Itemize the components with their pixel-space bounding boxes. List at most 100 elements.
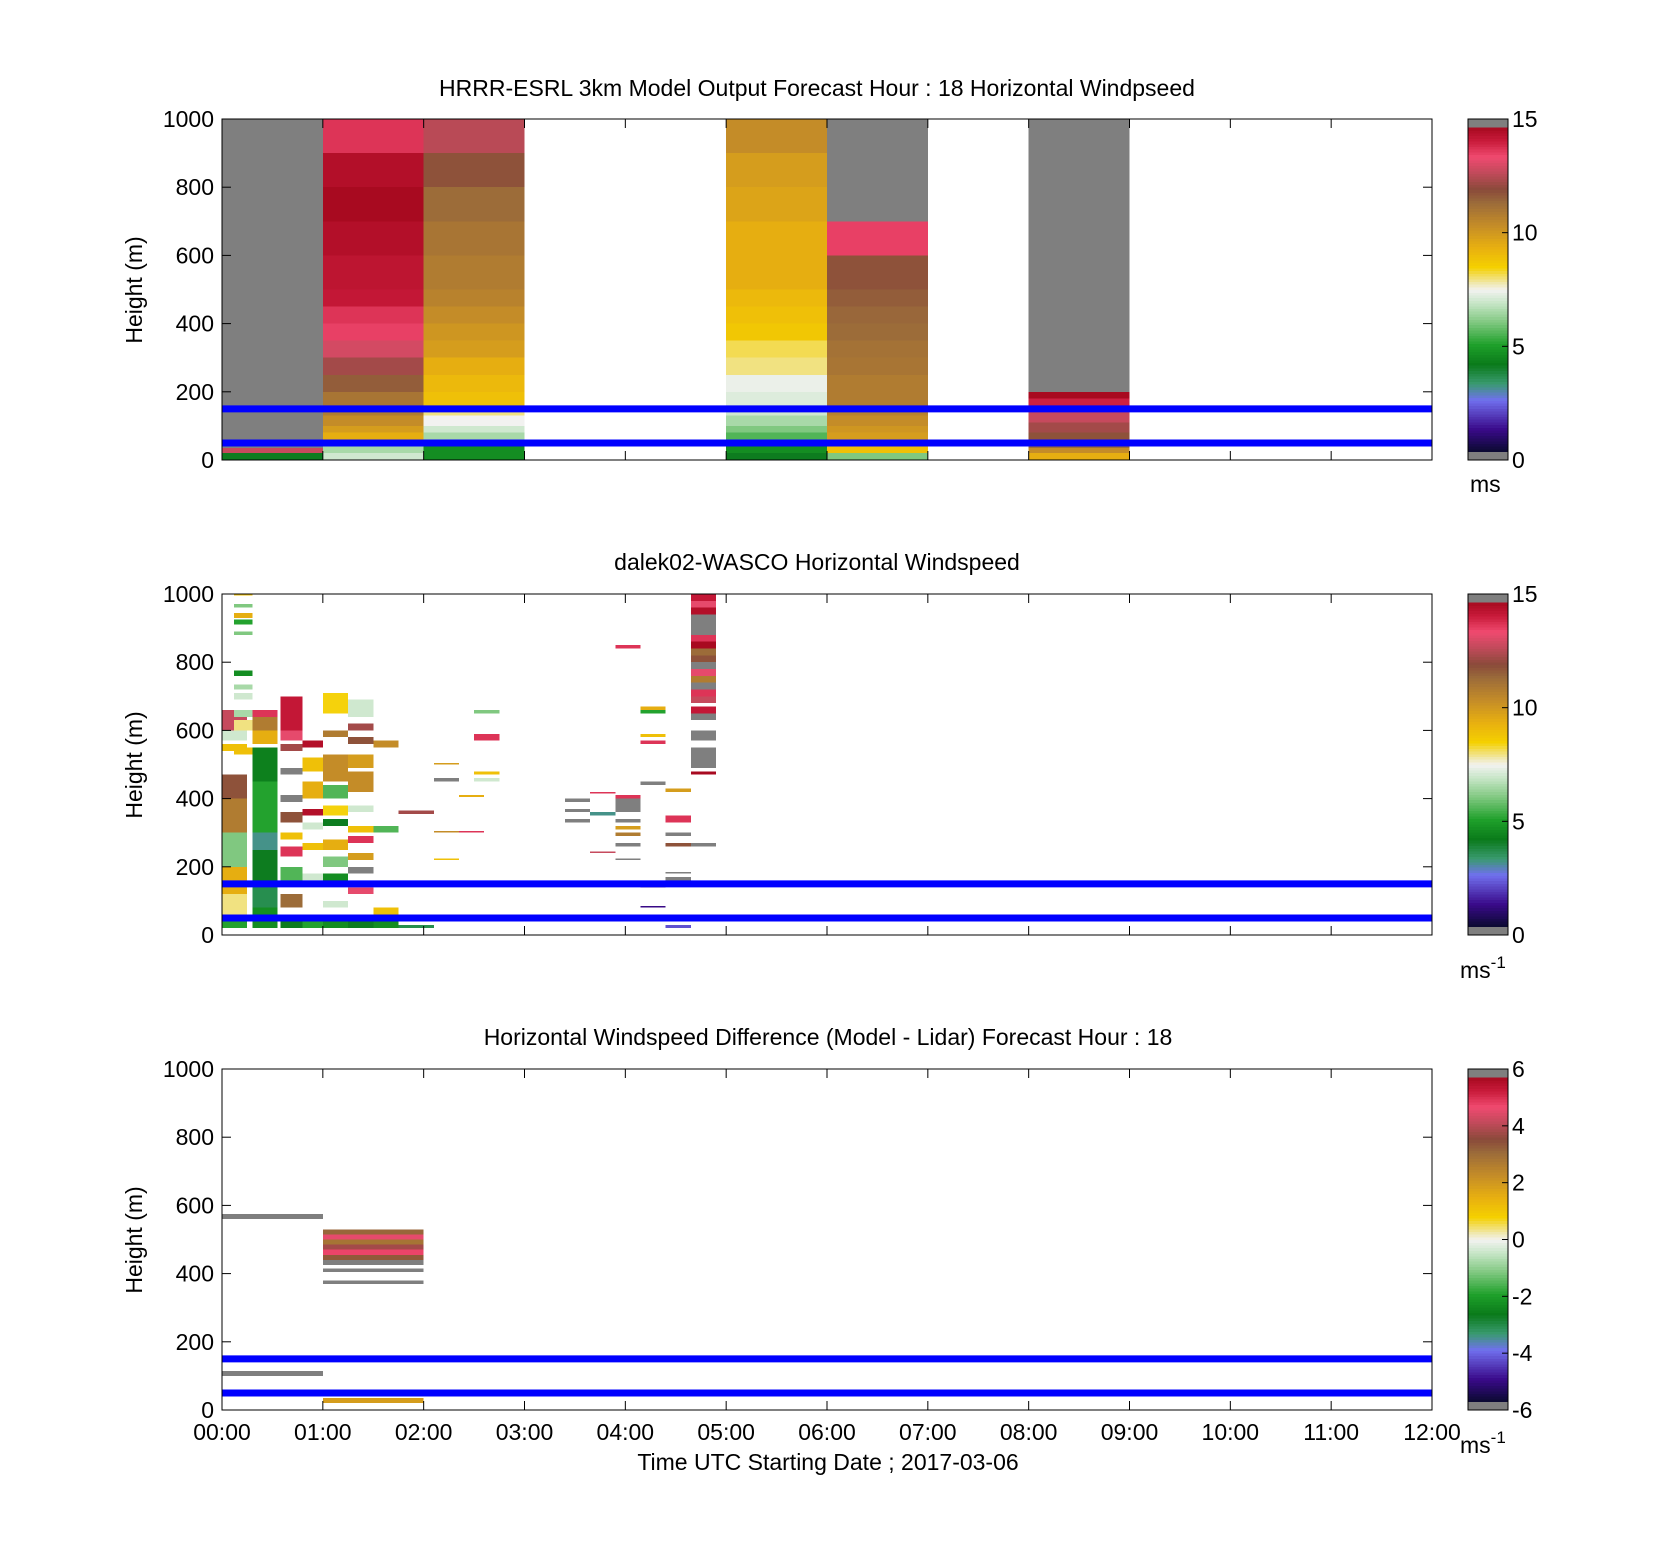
data-segment	[665, 788, 691, 792]
colorbar-step	[1468, 1161, 1508, 1165]
colorbar-step	[1468, 1126, 1508, 1130]
colorbar-step	[1468, 284, 1508, 288]
colorbar-step	[1468, 1306, 1508, 1311]
data-cell	[423, 374, 525, 392]
colorbar-step	[1468, 213, 1508, 218]
colorbar-step	[1468, 335, 1508, 339]
model-output-panel: 0 200 400 600 800 1000 0 5 10 15 HRRR-ESRL 3km Mod…	[121, 75, 1538, 497]
colorbar-step	[1468, 348, 1508, 353]
colorbar-step	[1468, 772, 1508, 776]
colorbar-step	[1468, 267, 1508, 272]
colorbar-step	[1468, 321, 1508, 326]
colorbar-step	[1468, 667, 1508, 671]
colorbar-frame	[1467, 593, 1509, 936]
colorbar-tick-label: 2	[1512, 1170, 1525, 1196]
data-segment	[322, 1234, 424, 1240]
colorbar-step	[1468, 340, 1508, 345]
colorbar-step	[1468, 1290, 1508, 1295]
colorbar-step	[1468, 338, 1508, 342]
colorbar-step	[1468, 1396, 1508, 1400]
colorbar-step	[1468, 227, 1508, 231]
colorbar-step	[1468, 1385, 1508, 1389]
data-cell	[726, 425, 827, 433]
colorbar-step	[1468, 688, 1508, 693]
data-segment	[234, 684, 253, 690]
data-segment	[348, 771, 374, 792]
colorbar-step	[1468, 319, 1508, 323]
data-segment	[640, 740, 666, 745]
colorbar-step	[1468, 1285, 1508, 1289]
colorbar-step	[1468, 856, 1508, 860]
data-cell	[423, 357, 525, 375]
colorbar-step	[1468, 910, 1508, 914]
colorbar-step	[1468, 1315, 1508, 1319]
colorbar-step	[1468, 1320, 1508, 1324]
colorbar-step	[1468, 370, 1508, 374]
colorbar-step	[1468, 273, 1508, 277]
data-cell	[827, 306, 928, 324]
colorbar-step	[1468, 270, 1508, 274]
data-cell	[726, 357, 827, 375]
data-segment	[222, 798, 248, 833]
data-cell	[423, 289, 525, 307]
data-segment	[280, 730, 303, 741]
data-segment	[234, 670, 253, 676]
colorbar-step	[1468, 683, 1508, 687]
colorbar-step	[1468, 756, 1508, 760]
colorbar-step	[1468, 775, 1508, 779]
colorbar-step	[1468, 710, 1508, 714]
data-segment	[234, 720, 253, 731]
colorbar-step	[1468, 356, 1508, 361]
colorbar-step	[1468, 440, 1508, 444]
data-segment	[690, 607, 717, 615]
colorbar-step	[1468, 821, 1508, 825]
colorbar-step	[1468, 205, 1508, 210]
data-segment	[474, 771, 500, 775]
data-segment	[348, 737, 374, 745]
data-segment	[252, 832, 278, 850]
data-cell	[827, 357, 928, 375]
colorbar-step	[1468, 740, 1508, 744]
data-segment	[322, 1244, 424, 1250]
colorbar-step	[1468, 813, 1508, 817]
colorbar-step	[1468, 786, 1508, 790]
colorbar-step	[1468, 1325, 1508, 1330]
colorbar-step	[1468, 176, 1508, 180]
colorbar-step	[1468, 232, 1508, 237]
colorbar-step	[1468, 1293, 1508, 1297]
colorbar-step	[1468, 634, 1508, 639]
data-cell	[322, 255, 424, 290]
x-tick-label: 06:00	[798, 1419, 856, 1445]
colorbar-step	[1468, 891, 1508, 895]
colorbar-step	[1468, 1115, 1508, 1119]
colorbar-step	[1468, 877, 1508, 882]
colorbar-step	[1468, 1158, 1508, 1162]
data-segment	[280, 696, 303, 731]
y-axis-label: Height (m)	[121, 236, 147, 343]
colorbar-tick-label: -2	[1512, 1283, 1532, 1309]
data-cell	[827, 415, 928, 426]
colorbar-step	[1468, 1231, 1508, 1235]
colorbar-step	[1468, 1255, 1508, 1259]
data-cell	[423, 187, 525, 222]
data-segment	[665, 924, 691, 929]
colorbar-step	[1468, 818, 1508, 822]
colorbar-step	[1468, 1269, 1508, 1273]
data-segment	[280, 812, 303, 823]
data-segment	[234, 747, 253, 755]
colorbar-step	[1468, 718, 1508, 722]
data-cell	[222, 453, 323, 460]
colorbar-step	[1468, 281, 1508, 285]
data-cell	[827, 374, 928, 392]
colorbar-step	[1468, 729, 1508, 733]
colorbar-step	[1468, 651, 1508, 655]
colorbar-frame	[1467, 118, 1509, 461]
data-cell	[1028, 453, 1130, 460]
colorbar-step	[1468, 1377, 1508, 1381]
colorbar-step	[1468, 170, 1508, 175]
data-segment	[590, 851, 616, 854]
colorbar-cap	[1468, 926, 1508, 935]
data-segment	[280, 866, 303, 884]
data-segment	[640, 906, 666, 908]
